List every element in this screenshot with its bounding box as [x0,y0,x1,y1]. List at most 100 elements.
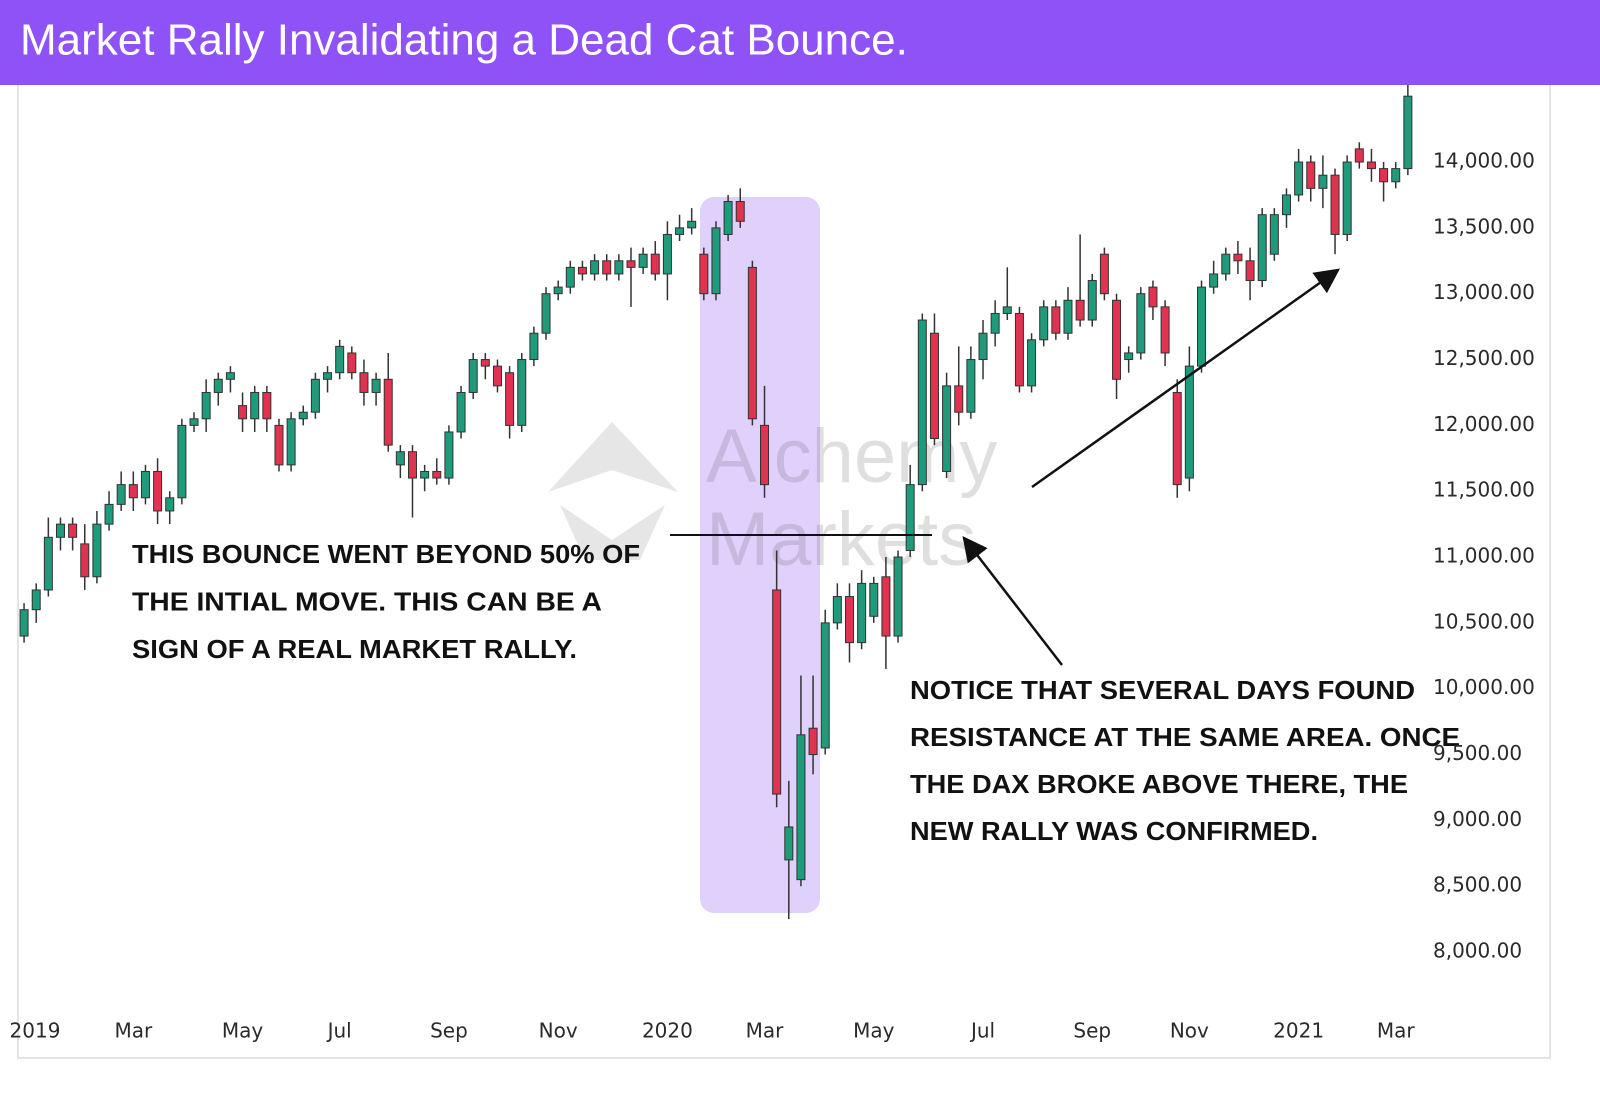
candle-body [929,332,939,440]
y-tick-label: 10,500.00 [1433,609,1535,633]
candle-body [553,286,563,295]
candle-body [881,576,891,637]
candle-body [650,253,660,275]
candle-body [1039,306,1049,341]
annotation-text: SIGN OF A REAL MARKET RALLY. [132,634,577,664]
candle-body [395,451,405,466]
candle-body [565,266,575,288]
candle-body [43,536,53,591]
candle-body [407,451,418,479]
x-tick-label: May [222,1019,264,1043]
candle-body [104,503,114,525]
candle-body [893,556,903,637]
candle-body [772,589,782,795]
candle-body [711,227,721,295]
x-tick-label: Jul [969,1019,995,1043]
y-tick-label: 12,000.00 [1433,412,1535,436]
arrow [962,536,1063,666]
candle-body [1318,174,1328,189]
candle-body [1221,253,1231,275]
watermark: Alchemy Markets [548,414,997,582]
x-tick-label: Mar [114,1019,153,1043]
highlight-zone [700,197,820,913]
candle-body [1342,161,1352,235]
annotation-text: NOTICE THAT SEVERAL DAYS FOUND [910,675,1415,705]
watermark-logo [560,505,665,560]
candle-body [1075,299,1085,321]
x-tick-label: Jul [326,1019,352,1043]
candle-body [857,582,867,644]
candle-body [165,497,175,512]
candle-body [335,345,345,374]
candle-body [298,411,308,420]
candle-body [760,424,770,486]
candle-body [250,391,260,420]
x-tick-label: May [853,1019,895,1043]
y-tick-label: 13,500.00 [1433,214,1535,238]
candle-body [140,470,150,499]
candle-body [638,253,648,268]
candle-body [626,260,636,268]
candle-body [55,523,65,538]
candle-body [1294,161,1304,196]
candle-body [942,385,952,472]
candle-body [1112,299,1122,380]
candle-body [128,484,138,499]
candle-body [1366,161,1376,170]
candle-body [189,418,199,426]
candle-body [541,293,551,334]
candle-body [602,260,612,275]
candle-body [577,266,587,275]
candle-body [1281,194,1291,216]
candle-body [832,596,842,624]
candle-body [844,596,854,644]
x-tick-label: Sep [430,1019,468,1043]
candle-body [1197,286,1207,367]
candle-body [1124,352,1134,361]
candle-body [213,378,223,393]
candle-body [699,253,709,295]
candle-body [323,372,333,380]
candle-body [505,372,515,426]
watermark-text: Markets [706,497,976,582]
candle-body [662,233,672,275]
annotations: THIS BOUNCE WENT BEYOND 50% OF THE INTIAL… [132,539,1460,846]
candle-body [747,266,757,420]
plot [19,83,1413,920]
candle-body [990,312,1000,334]
candle-body [1257,214,1267,282]
candle-body [820,622,830,749]
header-bar [0,0,1600,85]
y-tick-label: 9,000.00 [1433,807,1522,831]
annotation-text: THIS BOUNCE WENT BEYOND 50% OF [132,539,640,569]
candle-body [420,470,430,479]
y-tick-label: 9,500.00 [1433,741,1522,765]
candle-body [1354,148,1364,163]
x-tick-label: Nov [539,1019,578,1043]
annotation-text: NEW RALLY WAS CONFIRMED. [910,816,1318,846]
candle-body [1330,174,1340,235]
candle-body [116,484,126,505]
candle-body [1403,95,1413,170]
candle-body [1379,168,1389,183]
candle-body [238,405,248,420]
candle-body [468,359,478,393]
candle-body [201,391,211,420]
candle-body [347,352,357,374]
y-tick-label: 10,000.00 [1433,675,1535,699]
candle-body [1051,306,1061,334]
x-tick-label: Sep [1073,1019,1111,1043]
x-tick-label: Mar [1377,1019,1416,1043]
annotation-text: THE INTIAL MOVE. THIS CAN BE A [132,586,602,616]
candle-body [614,260,624,275]
candle-body [954,385,964,413]
candle-body [383,378,393,446]
y-tick-label: 8,500.00 [1433,873,1522,897]
candle-body [735,201,745,222]
candle-body [1269,214,1279,255]
candle-body [31,589,41,611]
candle-body [492,365,502,387]
x-tick-label: Nov [1170,1019,1209,1043]
candle-body [675,227,685,235]
